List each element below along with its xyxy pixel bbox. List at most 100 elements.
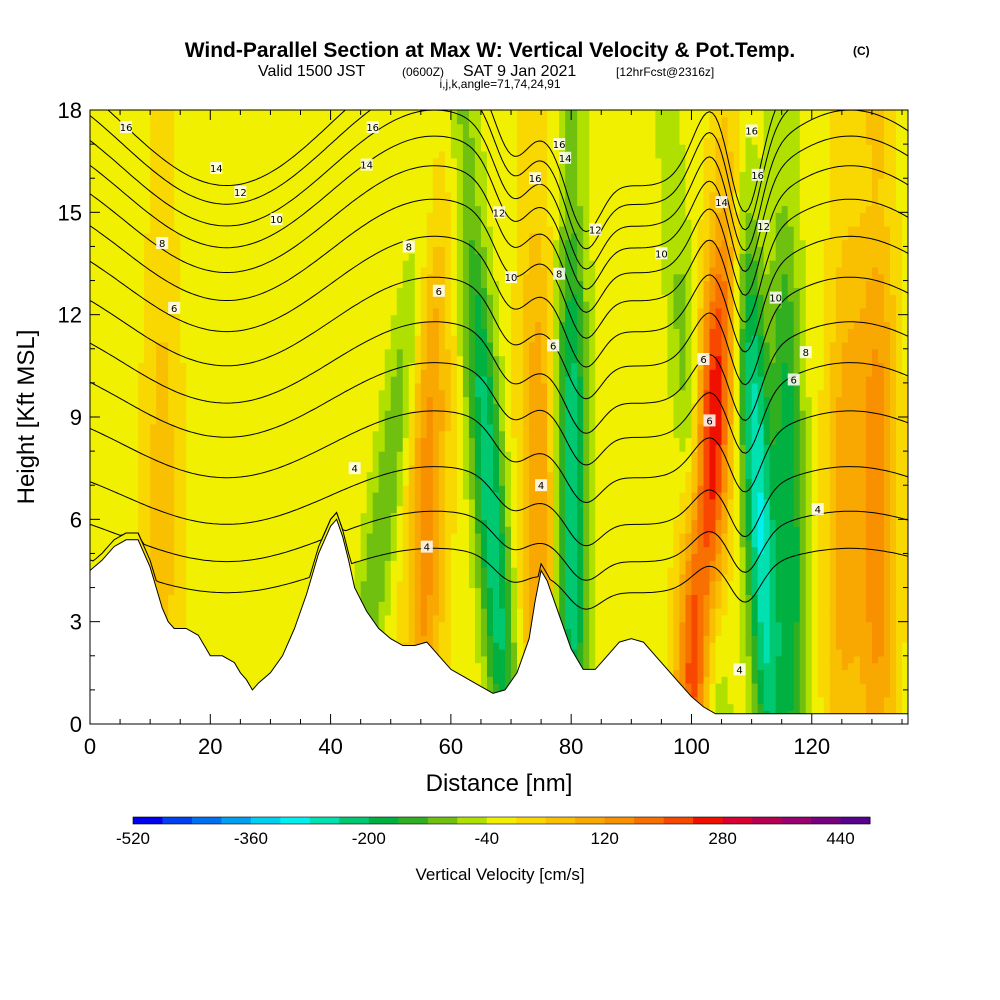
velocity-cell — [252, 341, 260, 350]
velocity-cell — [306, 171, 314, 179]
velocity-cell — [222, 498, 229, 507]
velocity-cell — [216, 321, 223, 329]
velocity-cell — [240, 341, 247, 350]
velocity-cell — [312, 212, 320, 220]
velocity-cell — [276, 417, 284, 425]
velocity-cell — [330, 492, 338, 500]
velocity-cell — [138, 110, 145, 118]
velocity-cell — [102, 437, 109, 445]
velocity-cell — [270, 505, 278, 514]
velocity-cell — [204, 191, 211, 200]
velocity-cell — [174, 457, 181, 466]
velocity-cell — [378, 348, 386, 357]
velocity-cell — [90, 280, 97, 288]
velocity-cell — [240, 110, 247, 111]
velocity-cell — [264, 485, 272, 493]
velocity-cell — [396, 444, 404, 452]
velocity-cell — [330, 301, 338, 309]
velocity-cell — [198, 601, 205, 609]
velocity-cell — [264, 225, 272, 234]
velocity-cell — [258, 301, 266, 309]
velocity-cell — [150, 451, 157, 459]
velocity-cell — [228, 430, 235, 439]
velocity-cell — [156, 246, 163, 254]
velocity-cell — [402, 219, 410, 227]
velocity-cell — [126, 423, 133, 432]
velocity-cell — [132, 464, 139, 473]
velocity-cell — [252, 430, 260, 439]
velocity-cell — [384, 423, 392, 432]
velocity-cell — [378, 355, 386, 364]
velocity-cell — [360, 246, 368, 254]
velocity-cell — [174, 205, 181, 213]
velocity-cell — [210, 437, 217, 445]
velocity-cell — [294, 348, 302, 357]
velocity-cell — [150, 498, 157, 507]
velocity-cell — [324, 423, 332, 432]
velocity-cell — [270, 191, 278, 200]
velocity-cell — [162, 232, 169, 241]
velocity-cell — [342, 403, 350, 411]
velocity-cell — [144, 171, 151, 179]
velocity-cell — [216, 492, 223, 500]
velocity-cell — [360, 451, 368, 459]
velocity-cell — [300, 478, 308, 486]
velocity-cell — [126, 144, 133, 152]
velocity-cell — [216, 444, 223, 452]
velocity-cell — [126, 417, 133, 425]
velocity-cell — [330, 430, 338, 439]
velocity-cell — [162, 321, 169, 329]
velocity-cell — [180, 219, 187, 227]
velocity-cell — [294, 362, 302, 370]
velocity-cell — [150, 437, 157, 445]
velocity-cell — [168, 123, 175, 132]
velocity-cell — [330, 307, 338, 316]
velocity-cell — [258, 423, 266, 432]
velocity-cell — [348, 205, 356, 213]
velocity-cell — [282, 437, 290, 445]
velocity-cell — [378, 314, 386, 323]
velocity-cell — [408, 410, 416, 418]
velocity-cell — [174, 123, 181, 132]
velocity-cell — [192, 307, 199, 316]
velocity-cell — [300, 294, 308, 302]
velocity-cell — [162, 171, 169, 179]
velocity-cell — [348, 369, 356, 377]
velocity-cell — [288, 437, 296, 445]
velocity-cell — [186, 321, 193, 329]
velocity-cell — [198, 294, 205, 302]
velocity-cell — [204, 560, 211, 568]
velocity-cell — [366, 389, 374, 398]
velocity-cell — [192, 519, 199, 527]
velocity-cell — [318, 532, 326, 541]
velocity-cell — [354, 246, 362, 254]
velocity-cell — [366, 498, 374, 507]
velocity-cell — [234, 335, 241, 343]
velocity-cell — [372, 539, 380, 548]
velocity-cell — [228, 594, 235, 602]
velocity-cell — [138, 239, 145, 248]
velocity-cell — [222, 410, 229, 418]
velocity-cell — [270, 260, 278, 268]
velocity-cell — [396, 328, 404, 336]
velocity-cell — [126, 246, 133, 254]
velocity-cell — [264, 328, 272, 336]
velocity-cell — [198, 369, 205, 377]
velocity-cell — [234, 171, 241, 179]
velocity-cell — [402, 430, 410, 439]
velocity-cell — [342, 157, 350, 166]
velocity-cell — [366, 301, 374, 309]
velocity-cell — [96, 321, 103, 329]
velocity-cell — [186, 328, 193, 336]
velocity-cell — [180, 505, 187, 514]
velocity-cell — [138, 130, 145, 138]
velocity-cell — [384, 498, 392, 507]
velocity-cell — [252, 164, 260, 172]
velocity-cell — [222, 389, 229, 398]
velocity-cell — [156, 492, 163, 500]
velocity-cell — [90, 539, 97, 548]
velocity-cell — [264, 273, 272, 282]
velocity-cell — [204, 198, 211, 207]
velocity-cell — [396, 498, 404, 507]
velocity-cell — [186, 116, 193, 125]
